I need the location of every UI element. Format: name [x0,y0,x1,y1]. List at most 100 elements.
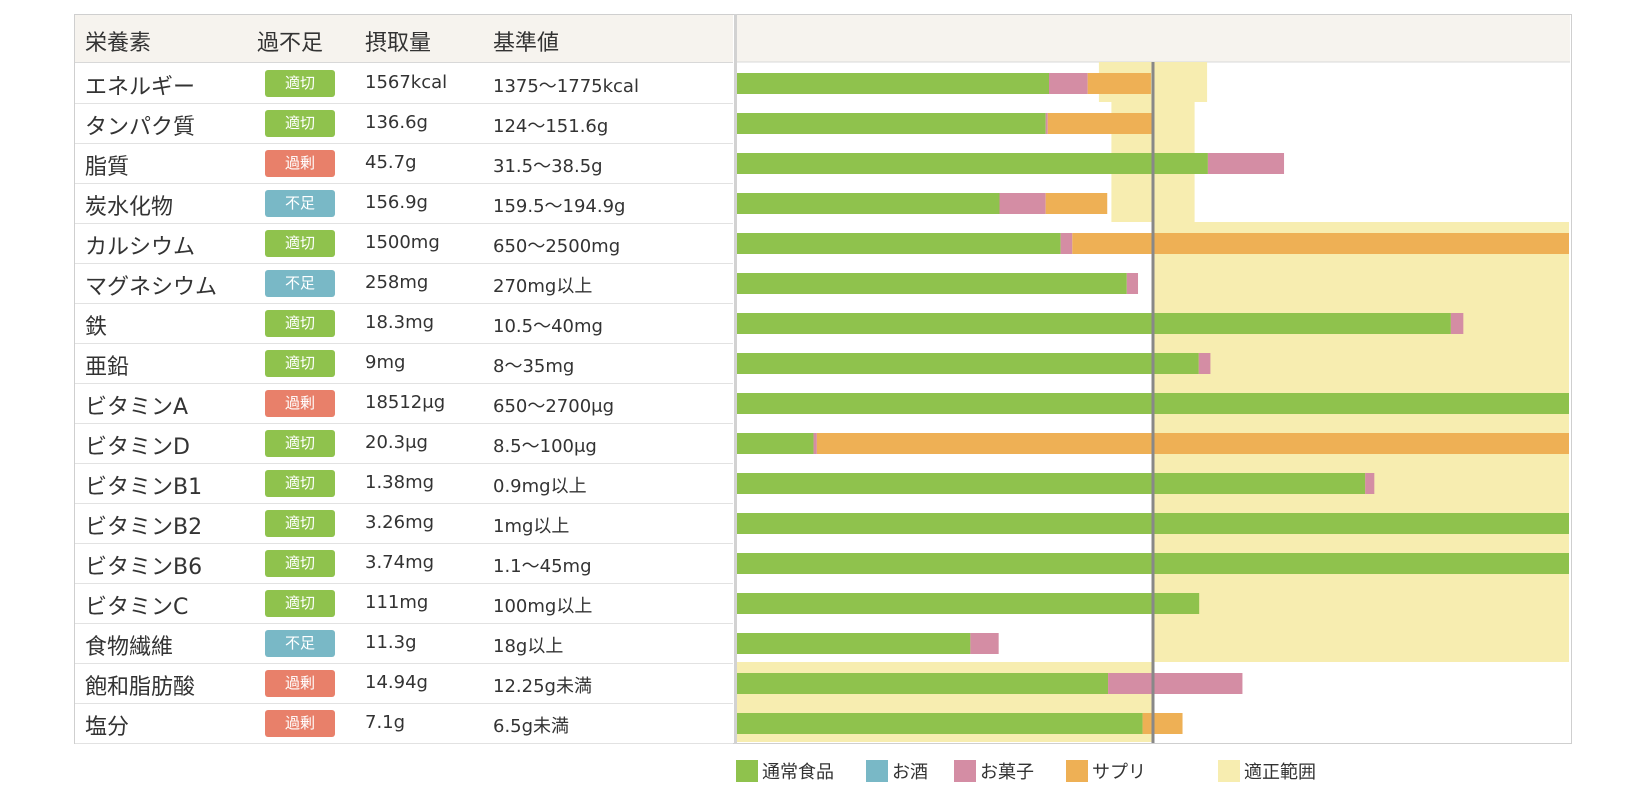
bar-regular [737,713,1143,734]
table-row: 炭水化物 不足 156.9g 159.5〜194.9g [75,183,733,224]
range-band [1153,582,1569,622]
nutrient-name: 飽和脂肪酸 [85,675,196,700]
reference-value: 0.9mg以上 [493,476,587,497]
reference-value: 124〜151.6g [493,116,609,137]
column-divider [734,14,737,744]
legend-item-supplement: サプリ [1066,758,1146,784]
status-badge: 適切 [265,350,335,377]
legend-item-regular: 通常食品 [736,758,834,784]
legend-label: サプリ [1092,762,1146,783]
status-badge: 適切 [265,470,335,497]
reference-value: 270mg以上 [493,276,593,297]
bar-snacks [970,633,999,654]
table-row: 脂質 過剰 45.7g 31.5〜38.5g [75,143,733,184]
bar-snacks [1365,473,1375,494]
table-row: ビタミンB1 適切 1.38mg 0.9mg以上 [75,463,733,504]
bar-regular [737,193,1000,214]
status-badge: 適切 [265,430,335,457]
reference-value: 650〜2700μg [493,396,615,417]
status-badge: 不足 [265,630,335,657]
bar-snacks [813,433,817,454]
intake-value: 14.94g [365,672,428,693]
nutrient-name: マグネシウム [85,275,218,300]
intake-value: 156.9g [365,192,428,213]
reference-value: 12.25g未満 [493,676,592,697]
table-row: 食物繊維 不足 11.3g 18g以上 [75,623,733,664]
nutrient-name: ビタミンB1 [85,475,203,500]
table-row: 塩分 過剰 7.1g 6.5g未満 [75,703,733,744]
bar-snacks [1450,313,1464,334]
bar-regular [737,633,971,654]
intake-value: 18.3mg [365,312,435,333]
intake-value: 20.3μg [365,432,428,453]
bar-supplement [1142,713,1183,734]
bar-regular [737,353,1199,374]
table-header: 栄養素 過不足 摂取量 基準値 [75,15,733,63]
reference-value: 100mg以上 [493,596,593,617]
table-row: ビタミンB2 適切 3.26mg 1mg以上 [75,503,733,544]
intake-value: 1.38mg [365,472,435,493]
bar-regular [737,73,1049,94]
legend-label: 通常食品 [762,762,834,783]
reference-value: 18g以上 [493,636,564,657]
range-band [1153,622,1569,662]
reference-value: 650〜2500mg [493,236,621,257]
reference-value: 1375〜1775kcal [493,76,639,97]
nutrient-name: ビタミンB2 [85,515,203,540]
header-intake: 摂取量 [365,31,432,56]
nutrient-name: ビタミンB6 [85,555,203,580]
intake-value: 3.26mg [365,512,435,533]
intake-value: 11.3g [365,632,417,653]
status-badge: 適切 [265,70,335,97]
table-row: ビタミンD 適切 20.3μg 8.5〜100μg [75,423,733,464]
table-row: タンパク質 適切 136.6g 124〜151.6g [75,103,733,144]
header-status: 過不足 [257,31,324,56]
intake-value: 18512μg [365,392,446,413]
bar-snacks [1198,353,1211,374]
status-badge: 不足 [265,190,335,217]
table-row: 飽和脂肪酸 過剰 14.94g 12.25g未満 [75,663,733,704]
legend-swatch [866,760,888,782]
legend-label: お酒 [892,762,928,783]
nutrient-name: エネルギー [85,75,196,100]
chart-header-band [737,15,1570,62]
bar-snacks [1060,233,1073,254]
reference-value: 1.1〜45mg [493,556,592,577]
nutrient-name: タンパク質 [85,115,196,140]
nutrient-name: 塩分 [85,715,130,740]
status-badge: 過剰 [265,670,335,697]
bar-regular [737,673,1109,694]
bar-regular [737,273,1127,294]
legend-swatch [736,760,758,782]
bar-regular [737,233,1061,254]
status-badge: 適切 [265,510,335,537]
status-badge: 適切 [265,230,335,257]
status-badge: 不足 [265,270,335,297]
bar-snacks [1108,673,1243,694]
range-band [1153,342,1569,382]
bar-supplement [1045,193,1108,214]
status-badge: 過剰 [265,710,335,737]
header-nutrient: 栄養素 [85,31,152,56]
intake-value: 1500mg [365,232,440,253]
status-badge: 過剰 [265,150,335,177]
bar-regular [737,313,1451,334]
status-badge: 適切 [265,550,335,577]
bar-supplement [816,433,1569,454]
nutrient-table: 栄養素 過不足 摂取量 基準値 エネルギー 適切 1567kcal 1375〜1775… [74,14,734,744]
nutrient-name: ビタミンA [85,395,189,420]
intake-value: 9mg [365,352,406,373]
legend-swatch [1066,760,1088,782]
table-row: 鉄 適切 18.3mg 10.5〜40mg [75,303,733,344]
table-row: ビタミンC 適切 111mg 100mg以上 [75,583,733,624]
bar-regular [737,113,1046,134]
bar-snacks [999,193,1046,214]
table-row: エネルギー 適切 1567kcal 1375〜1775kcal [75,63,733,104]
legend-swatch [1218,760,1240,782]
bar-regular [737,153,1208,174]
status-badge: 適切 [265,590,335,617]
bar-snacks [1126,273,1139,294]
intake-value: 3.74mg [365,552,435,573]
legend-item-range: 適正範囲 [1218,758,1316,784]
